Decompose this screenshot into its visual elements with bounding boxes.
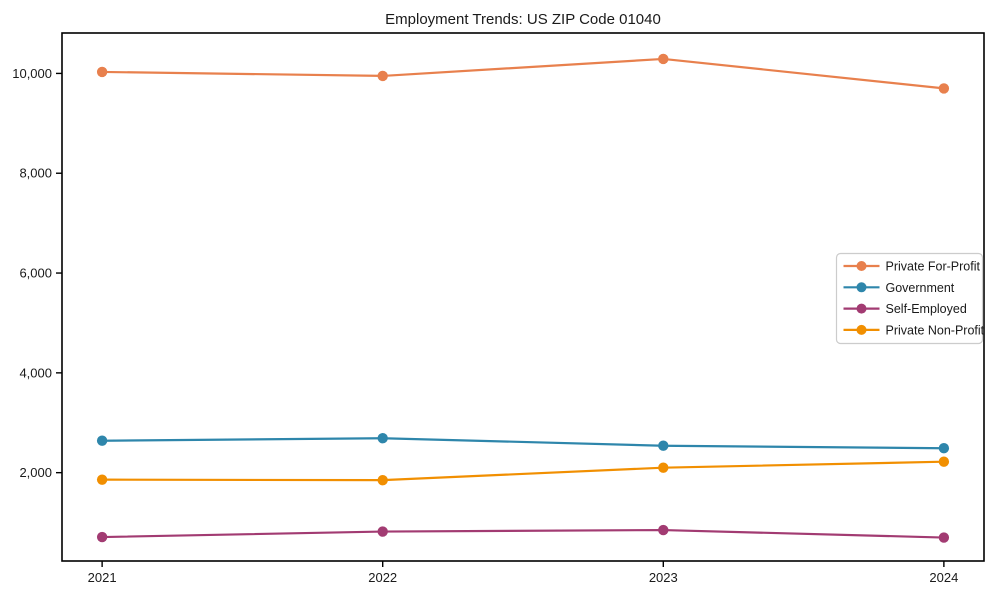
axes-layer: 2,000 4,000 6,000 8,000 10,000 2021 2022 2023 20…	[12, 32, 985, 585]
legend-item-private-non-profit: Private Non-Profit	[843, 323, 985, 337]
legend-item-private-for-profit: Private For-Profit	[843, 260, 981, 274]
plot-border	[61, 32, 985, 562]
data-point-self-employed	[96, 531, 108, 543]
legend-layer: Private For-Profit Government Self-Employe…	[835, 252, 985, 345]
legend-marker-icon	[856, 303, 867, 314]
x-tick-label: 2024	[929, 570, 958, 585]
data-point-government	[377, 433, 388, 444]
series-layer	[96, 53, 950, 543]
legend-label: Government	[886, 281, 955, 295]
y-tick-label: 2,000	[19, 465, 52, 480]
x-tick-label: 2021	[88, 570, 117, 585]
legend-marker-icon	[856, 282, 867, 293]
y-tick-label: 4,000	[19, 365, 52, 380]
y-tick-label: 6,000	[19, 266, 52, 281]
data-point-government	[658, 440, 669, 451]
series-government	[96, 433, 950, 454]
y-tick-label: 8,000	[19, 166, 52, 181]
data-point-private-non-profit	[938, 456, 950, 467]
data-point-private-for-profit	[658, 53, 669, 65]
y-tick-label: 10,000	[12, 66, 52, 81]
series-line-private-non-profit	[101, 460, 945, 482]
series-private-for-profit	[96, 53, 950, 94]
data-point-self-employed	[938, 532, 950, 543]
legend-marker-icon	[856, 261, 867, 271]
legend-box	[835, 252, 984, 345]
data-point-self-employed	[658, 524, 669, 536]
data-point-government	[938, 443, 950, 454]
legend-item-self-employed: Self-Employed	[843, 302, 967, 316]
data-point-private-non-profit	[658, 462, 669, 473]
legend-label: Self-Employed	[886, 302, 967, 316]
data-point-private-non-profit	[377, 474, 388, 486]
legend-label: Private For-Profit	[886, 260, 981, 274]
series-line-private-for-profit	[101, 57, 945, 90]
series-self-employed	[96, 524, 950, 543]
x-tick-label: 2022	[368, 570, 397, 585]
series-private-non-profit	[96, 456, 950, 486]
data-point-government	[96, 435, 108, 446]
chart-title: Employment Trends: US ZIP Code 01040	[385, 11, 661, 28]
legend-marker-icon	[856, 324, 867, 335]
legend-item-government: Government	[843, 281, 955, 295]
data-point-private-for-profit	[96, 66, 108, 78]
series-line-self-employed	[101, 528, 945, 539]
data-point-private-non-profit	[96, 474, 108, 485]
series-line-government	[101, 437, 945, 450]
data-point-self-employed	[377, 526, 388, 537]
x-tick-label: 2023	[649, 570, 678, 585]
legend-label: Private Non-Profit	[886, 323, 985, 337]
data-point-private-for-profit	[938, 83, 950, 94]
data-point-private-for-profit	[377, 70, 388, 82]
